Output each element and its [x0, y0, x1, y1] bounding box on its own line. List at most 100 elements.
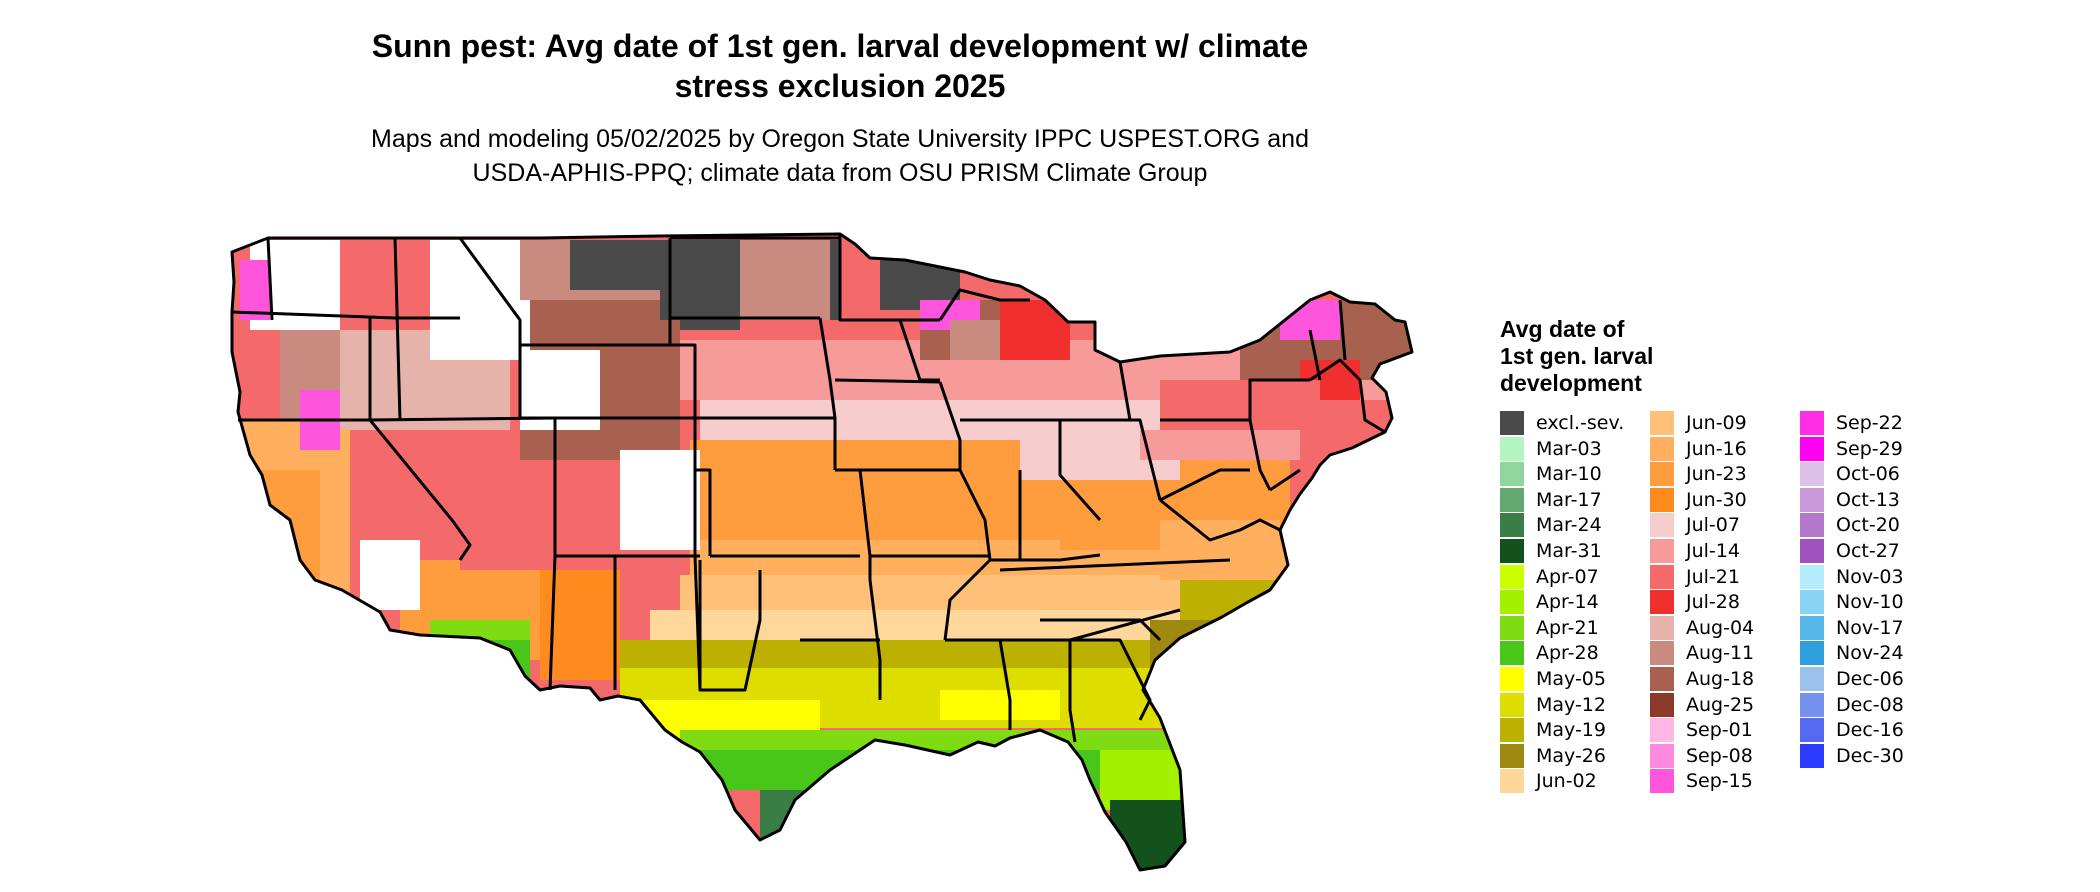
legend-swatch	[1650, 436, 1674, 461]
legend-swatch	[1650, 590, 1674, 615]
legend-swatch	[1650, 411, 1674, 435]
legend-swatch	[1500, 743, 1524, 768]
legend-swatch	[1500, 641, 1524, 666]
legend-label: Mar-03	[1536, 437, 1602, 460]
legend-label: May-19	[1536, 719, 1606, 742]
legend-title-line-1: Avg date of	[1500, 316, 1625, 342]
map-subtitle: Maps and modeling 05/02/2025 by Oregon S…	[250, 122, 1430, 190]
title-line-1: Sunn pest: Avg date of 1st gen. larval d…	[371, 28, 1309, 64]
state-boundaries	[230, 232, 1414, 872]
legend-swatch	[1650, 667, 1674, 691]
subtitle-line-1: Maps and modeling 05/02/2025 by Oregon S…	[371, 125, 1309, 153]
legend-label: Sep-22	[1836, 412, 1903, 434]
legend-label: Sep-08	[1686, 744, 1753, 767]
legend-label: May-26	[1536, 744, 1606, 767]
legend-swatch	[1800, 667, 1824, 691]
legend-label: Jul-07	[1686, 514, 1740, 537]
legend-label: Mar-10	[1536, 463, 1602, 486]
legend-label: Oct-13	[1836, 488, 1900, 511]
legend-swatch	[1800, 462, 1824, 487]
legend-label: Dec-16	[1836, 719, 1904, 742]
legend-swatch	[1500, 487, 1524, 512]
legend-swatch	[1800, 692, 1824, 717]
legend-swatch	[1650, 718, 1674, 743]
legend-swatch	[1500, 539, 1524, 563]
legend-swatch	[1650, 487, 1674, 512]
legend-label: Aug-25	[1686, 693, 1755, 716]
subtitle-line-2: USDA-APHIS-PPQ; climate data from OSU PR…	[472, 159, 1208, 187]
legend-label: Oct-20	[1836, 514, 1900, 537]
legend-swatch	[1650, 539, 1674, 563]
legend-swatch	[1800, 590, 1824, 615]
legend-title-line-3: development	[1500, 370, 1642, 396]
legend-label: Jul-14	[1686, 540, 1740, 562]
legend-label: May-12	[1536, 693, 1606, 716]
legend-swatch	[1650, 641, 1674, 666]
legend-swatch	[1650, 462, 1674, 487]
legend-swatch	[1500, 718, 1524, 743]
legend-title-line-2: 1st gen. larval	[1500, 343, 1654, 369]
legend: excl.-sev. Mar-03 Mar-10 Mar-17 Mar-24 Mar-31…	[1500, 410, 2060, 800]
legend-swatch	[1500, 564, 1524, 589]
legend-label: Dec-08	[1836, 693, 1904, 716]
legend-label: Apr-21	[1536, 616, 1599, 639]
legend-label: Nov-24	[1836, 642, 1904, 665]
legend-swatch	[1800, 487, 1824, 512]
legend-swatch	[1800, 436, 1824, 461]
map-title: Sunn pest: Avg date of 1st gen. larval d…	[250, 26, 1430, 106]
legend-label: Nov-03	[1836, 565, 1904, 588]
legend-swatch	[1650, 564, 1674, 589]
title-line-2: stress exclusion 2025	[674, 68, 1006, 104]
legend-label: Nov-10	[1836, 591, 1904, 614]
legend-swatch	[1650, 692, 1674, 717]
legend-swatch	[1650, 743, 1674, 768]
legend-swatch	[1800, 411, 1824, 435]
legend-label: Dec-30	[1836, 744, 1904, 767]
legend-label: May-05	[1536, 668, 1606, 690]
legend-label: Jul-21	[1686, 565, 1740, 588]
legend-swatch	[1500, 436, 1524, 461]
legend-swatch	[1800, 641, 1824, 666]
legend-label: Mar-31	[1536, 540, 1602, 562]
legend-label: Jul-28	[1686, 591, 1740, 614]
legend-swatch	[1500, 692, 1524, 717]
legend-label: Jun-30	[1686, 488, 1747, 511]
legend-swatch	[1650, 769, 1674, 794]
legend-swatch	[1500, 462, 1524, 487]
legend-swatch	[1800, 513, 1824, 538]
legend-swatch	[1800, 718, 1824, 743]
legend-label: Mar-17	[1536, 488, 1602, 511]
legend-swatch	[1500, 667, 1524, 691]
legend-swatch	[1500, 590, 1524, 615]
legend-swatch	[1800, 743, 1824, 768]
legend-label: Jun-02	[1536, 770, 1597, 793]
legend-swatch	[1500, 411, 1524, 435]
legend-swatch	[1800, 539, 1824, 563]
legend-label: Apr-28	[1536, 642, 1599, 665]
legend-swatch	[1500, 769, 1524, 794]
legend-label: Dec-06	[1836, 668, 1904, 690]
legend-swatch	[1650, 513, 1674, 538]
legend-label: Jun-09	[1686, 412, 1747, 434]
legend-label: Aug-11	[1686, 642, 1755, 665]
legend-label: Aug-18	[1686, 668, 1755, 690]
legend-label: Sep-01	[1686, 719, 1753, 742]
legend-swatch	[1800, 564, 1824, 589]
legend-label: Apr-14	[1536, 591, 1599, 614]
legend-label: Sep-29	[1836, 437, 1903, 460]
legend-swatch	[1650, 615, 1674, 640]
legend-label: Mar-24	[1536, 514, 1602, 537]
legend-swatch	[1500, 513, 1524, 538]
legend-label: excl.-sev.	[1536, 412, 1625, 434]
legend-label: Jun-16	[1686, 437, 1747, 460]
legend-title: Avg date of 1st gen. larval development	[1500, 316, 1720, 397]
legend-swatch	[1500, 615, 1524, 640]
legend-label: Sep-15	[1686, 770, 1753, 793]
legend-swatch	[1800, 615, 1824, 640]
legend-label: Nov-17	[1836, 616, 1904, 639]
legend-label: Oct-27	[1836, 540, 1900, 562]
legend-label: Apr-07	[1536, 565, 1599, 588]
legend-label: Jun-23	[1686, 463, 1747, 486]
legend-label: Aug-04	[1686, 616, 1755, 639]
